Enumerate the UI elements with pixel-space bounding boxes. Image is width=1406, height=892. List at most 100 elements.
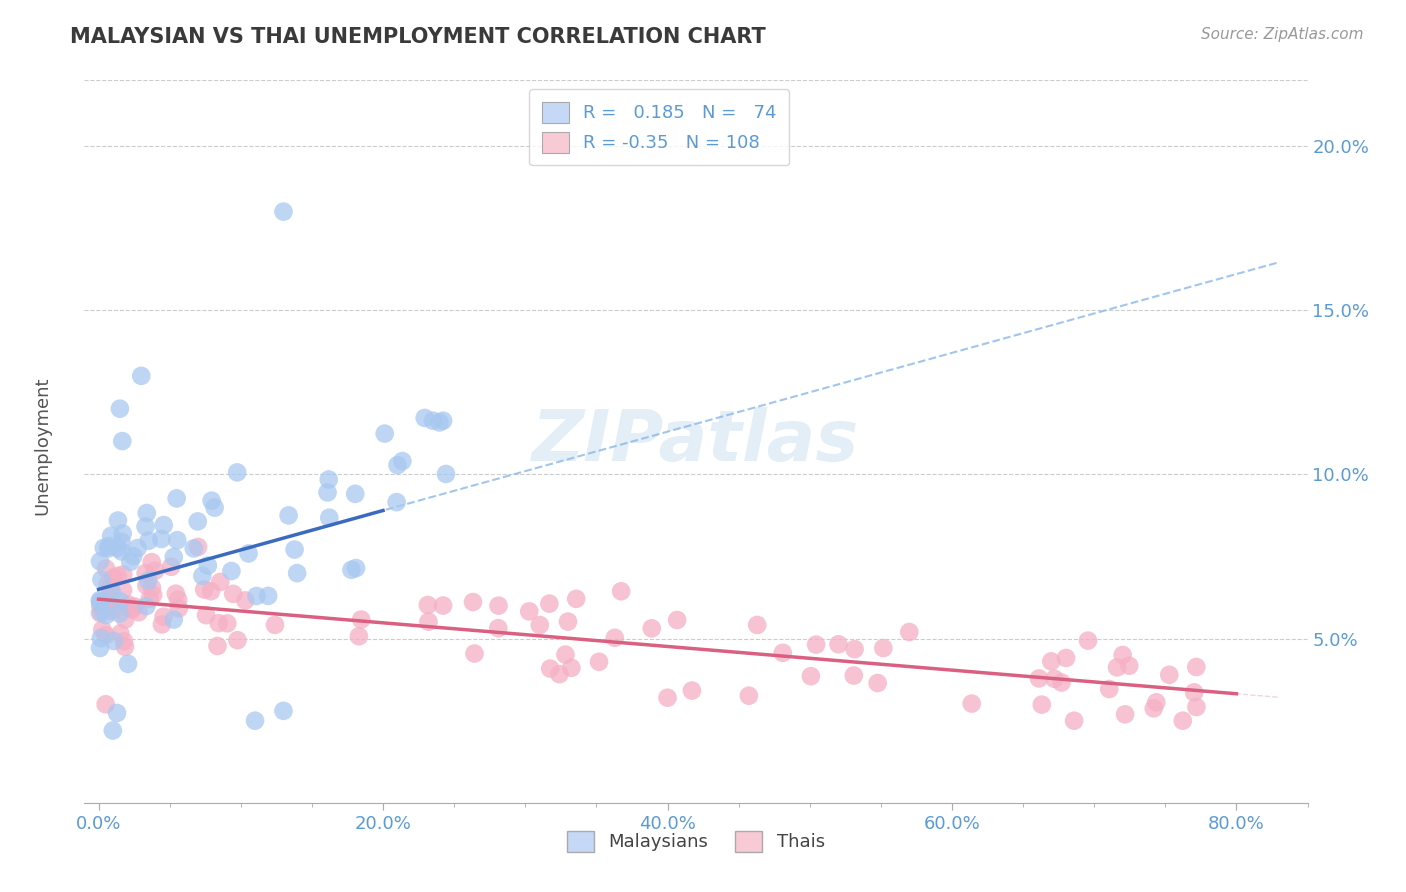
Point <box>429 416 451 430</box>
Point <box>1031 698 1053 712</box>
Point <box>191 569 214 583</box>
Point <box>866 676 889 690</box>
Point <box>1028 672 1050 686</box>
Point <box>1043 672 1066 686</box>
Point <box>111 434 134 449</box>
Point <box>163 613 186 627</box>
Point <box>340 563 363 577</box>
Point <box>517 604 540 618</box>
Point <box>221 564 243 578</box>
Point <box>101 585 124 599</box>
Point <box>603 631 626 645</box>
Point <box>94 698 117 712</box>
Point <box>772 646 794 660</box>
Point <box>90 631 112 645</box>
Point <box>120 555 142 569</box>
Point <box>94 561 117 575</box>
Point <box>434 467 457 481</box>
Point <box>104 602 127 616</box>
Point <box>557 615 579 629</box>
Point <box>135 599 157 613</box>
Point <box>89 594 111 608</box>
Point <box>103 634 125 648</box>
Point <box>538 662 561 676</box>
Point <box>538 597 561 611</box>
Point <box>432 599 454 613</box>
Point <box>100 529 122 543</box>
Point <box>193 582 215 597</box>
Point <box>100 580 122 594</box>
Point <box>207 639 229 653</box>
Point <box>150 532 173 546</box>
Point <box>93 541 115 555</box>
Point <box>1185 660 1208 674</box>
Point <box>183 541 205 556</box>
Point <box>90 573 112 587</box>
Point <box>463 647 485 661</box>
Point <box>264 618 287 632</box>
Point <box>1143 701 1166 715</box>
Point <box>150 617 173 632</box>
Point <box>200 584 222 599</box>
Point <box>135 519 157 533</box>
Point <box>114 640 136 654</box>
Point <box>139 591 162 606</box>
Point <box>374 426 396 441</box>
Point <box>217 616 239 631</box>
Point <box>117 598 139 612</box>
Point <box>135 506 157 520</box>
Point <box>657 690 679 705</box>
Point <box>208 616 231 631</box>
Point <box>422 414 444 428</box>
Point <box>107 514 129 528</box>
Point <box>1111 648 1133 662</box>
Point <box>110 594 132 608</box>
Point <box>96 608 118 623</box>
Point <box>121 602 143 616</box>
Point <box>738 689 761 703</box>
Point <box>565 591 588 606</box>
Point <box>1185 700 1208 714</box>
Point <box>960 697 983 711</box>
Point <box>1077 633 1099 648</box>
Point <box>844 642 866 657</box>
Point <box>1063 714 1085 728</box>
Point <box>560 661 582 675</box>
Point <box>1159 668 1181 682</box>
Point <box>387 458 409 472</box>
Point <box>1182 685 1205 699</box>
Point <box>96 592 118 607</box>
Point <box>347 629 370 643</box>
Point <box>548 667 571 681</box>
Point <box>103 571 125 585</box>
Point <box>97 541 120 556</box>
Text: Source: ZipAtlas.com: Source: ZipAtlas.com <box>1201 27 1364 42</box>
Point <box>418 615 440 629</box>
Point <box>554 648 576 662</box>
Point <box>197 558 219 573</box>
Point <box>110 626 132 640</box>
Point <box>114 613 136 627</box>
Point <box>529 618 551 632</box>
Point <box>432 414 454 428</box>
Point <box>108 401 131 416</box>
Text: ZIPatlas: ZIPatlas <box>533 407 859 476</box>
Point <box>135 566 157 580</box>
Point <box>827 637 849 651</box>
Point <box>416 598 439 612</box>
Point <box>204 500 226 515</box>
Point <box>316 485 339 500</box>
Point <box>105 706 128 720</box>
Text: Unemployment: Unemployment <box>34 376 51 516</box>
Point <box>122 549 145 564</box>
Point <box>112 634 135 648</box>
Point <box>127 541 149 555</box>
Point <box>111 526 134 541</box>
Point <box>245 589 267 603</box>
Point <box>285 566 308 581</box>
Point <box>195 608 218 623</box>
Point <box>128 605 150 619</box>
Point <box>160 559 183 574</box>
Point <box>842 668 865 682</box>
Point <box>89 606 111 620</box>
